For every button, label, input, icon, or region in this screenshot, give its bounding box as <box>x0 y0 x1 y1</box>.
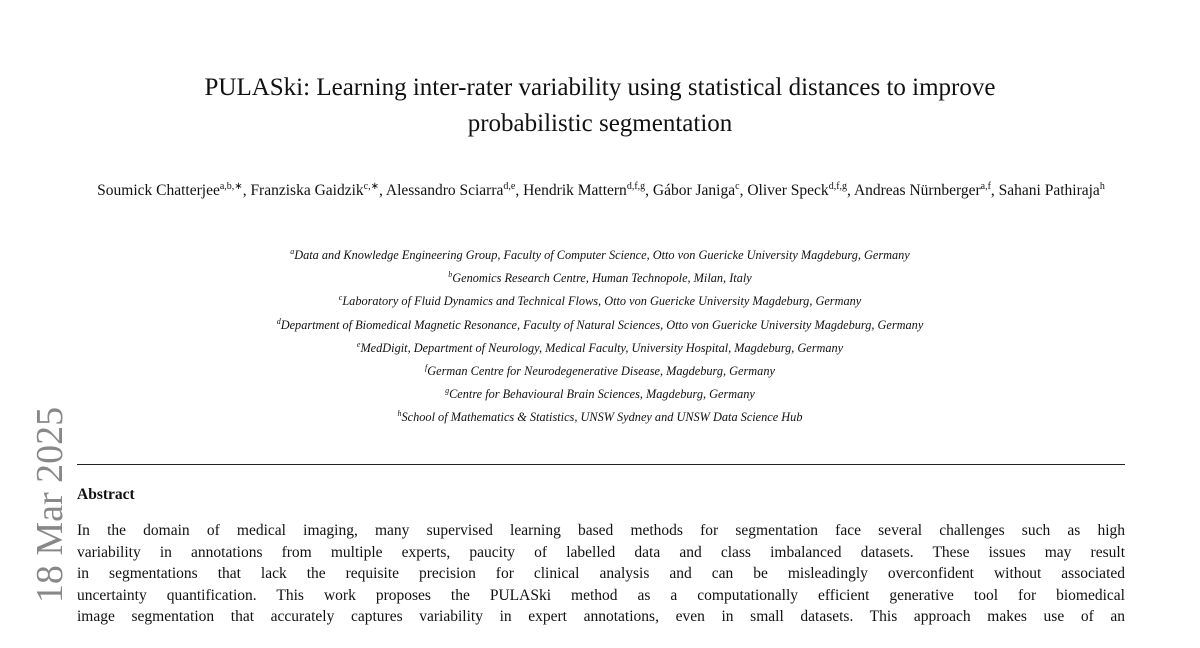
abstract-body: In the domain of medical imaging, many s… <box>77 520 1125 628</box>
affiliation-mark: c <box>338 293 343 303</box>
affiliation-mark: b <box>448 270 453 280</box>
abstract-line: uncertainty quantification. This work pr… <box>77 586 1125 604</box>
author: Andreas Nürnbergera,f, <box>853 181 995 200</box>
author-affil-marks: h <box>1099 181 1105 192</box>
affiliation-mark: f <box>425 362 428 372</box>
author-affil-marks: d,f,g <box>626 181 646 192</box>
affiliation-mark: h <box>397 409 402 419</box>
author-name: Oliver Speck <box>747 182 829 200</box>
affiliation-mark: e <box>356 339 361 349</box>
author-separator: , <box>378 182 383 200</box>
author: Sahani Pathirajah <box>998 181 1105 200</box>
author-name: Gábor Janiga <box>652 182 736 200</box>
author-affil-marks: c <box>735 181 740 192</box>
abstract-line: image segmentation that accurately captu… <box>77 608 1125 626</box>
affiliation-text: Data and Knowledge Engineering Group, Fa… <box>294 248 910 263</box>
author-name: Sahani Pathiraja <box>998 182 1100 200</box>
affiliation-text: Genomics Research Centre, Human Technopo… <box>452 271 752 286</box>
affiliation-mark: a <box>290 247 295 256</box>
paper-title: PULASki: Learning inter-rater variabilit… <box>0 70 1200 142</box>
author-separator: , <box>739 182 744 200</box>
side-label-text: 18 Mar 2025 <box>29 406 71 604</box>
title-line: PULASki: Learning inter-rater variabilit… <box>204 74 996 101</box>
affiliation: eMedDigit, Department of Neurology, Medi… <box>0 335 1200 358</box>
author-name: Soumick Chatterjee <box>97 182 220 200</box>
author-name: Andreas Nürnberger <box>853 182 981 200</box>
affiliation-text: German Centre for Neurodegenerative Dise… <box>427 364 775 379</box>
abstract-line: variability in annotations from multiple… <box>77 543 1125 561</box>
affiliation: gCentre for Behavioural Brain Sciences, … <box>0 381 1200 404</box>
author-affil-marks: a,f <box>980 181 991 192</box>
abstract-line: in segmentations that lack the requisite… <box>77 565 1125 583</box>
author-name: Alessandro Sciarra <box>385 182 504 200</box>
author-separator: , <box>242 182 247 200</box>
affiliation: bGenomics Research Centre, Human Technop… <box>0 265 1200 288</box>
author-separator: , <box>645 182 650 200</box>
author: Franziska Gaidzikc,∗, <box>250 181 383 200</box>
arxiv-side-label: 18 Mar 2025 <box>28 406 72 604</box>
author-affil-marks: d,e <box>503 181 516 192</box>
author-affil-marks: a,b,∗ <box>219 181 243 192</box>
affiliation: hSchool of Mathematics & Statistics, UNS… <box>0 404 1200 427</box>
author-name: Hendrik Mattern <box>523 182 627 200</box>
author-name: Franziska Gaidzik <box>250 182 364 200</box>
separator-rule <box>77 464 1125 465</box>
author: Hendrik Matternd,f,g, <box>523 181 650 200</box>
affiliation: fGerman Centre for Neurodegenerative Dis… <box>0 358 1200 381</box>
affiliation-text: School of Mathematics & Statistics, UNSW… <box>401 410 803 425</box>
affiliation: cLaboratory of Fluid Dynamics and Techni… <box>0 288 1200 311</box>
author-affil-marks: c,∗ <box>363 181 379 192</box>
abstract-heading: Abstract <box>77 486 135 503</box>
affiliation-mark: g <box>445 386 450 396</box>
author: Soumick Chatterjeea,b,∗, <box>97 181 247 200</box>
title-line: probabilistic segmentation <box>467 110 733 137</box>
affiliation-text: Centre for Behavioural Brain Sciences, M… <box>449 387 755 402</box>
affiliation-text: Department of Biomedical Magnetic Resona… <box>280 317 924 332</box>
abstract-line: In the domain of medical imaging, many s… <box>77 522 1125 539</box>
author: Oliver Speckd,f,g, <box>747 181 851 200</box>
affiliation-list: aData and Knowledge Engineering Group, F… <box>0 242 1200 428</box>
author-separator: , <box>847 182 851 200</box>
affiliation-text: MedDigit, Department of Neurology, Medic… <box>360 340 844 355</box>
author-list: Soumick Chatterjeea,b,∗, Franziska Gaidz… <box>75 176 1127 201</box>
affiliation: aData and Knowledge Engineering Group, F… <box>0 242 1200 265</box>
affiliation-text: Laboratory of Fluid Dynamics and Technic… <box>342 294 862 309</box>
author: Gábor Janigac, <box>652 181 744 200</box>
affiliation: dDepartment of Biomedical Magnetic Reson… <box>0 312 1200 335</box>
author-separator: , <box>990 182 995 200</box>
affiliation-mark: d <box>276 316 281 326</box>
author-affil-marks: d,f,g <box>828 181 848 192</box>
author-separator: , <box>515 182 520 200</box>
author: Alessandro Sciarrad,e, <box>385 181 520 200</box>
